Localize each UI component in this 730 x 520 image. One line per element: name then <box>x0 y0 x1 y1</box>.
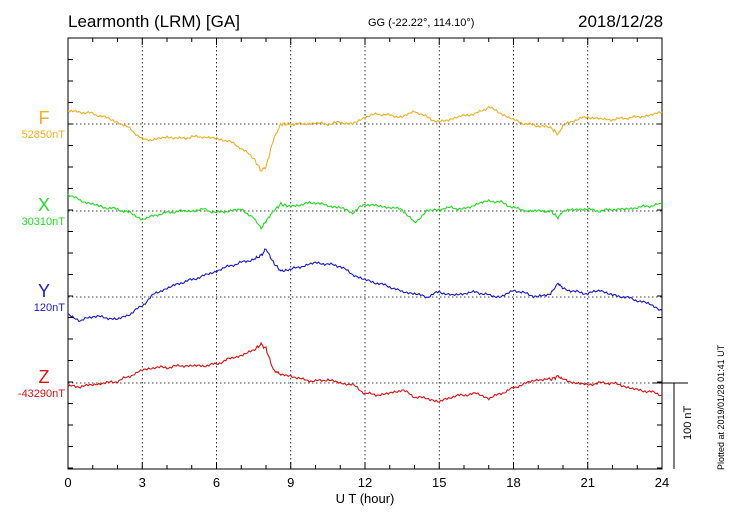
channel-letter-x: X <box>37 195 50 215</box>
channel-baseline-z: -43290nT <box>17 388 65 400</box>
grid-lines <box>68 38 662 469</box>
axis-ticks: 0 3 6 9 12 15 18 21 24 <box>64 38 669 490</box>
channel-letter-y: Y <box>37 281 50 301</box>
plotted-note: Plotted at 2019/01/28 01:41 UT <box>716 344 726 470</box>
channel-baseline-x: 30310nT <box>21 216 65 228</box>
x-tick-label: 6 <box>213 475 220 490</box>
x-axis-label: U T (hour) <box>336 491 395 506</box>
x-tick-label: 15 <box>432 475 446 490</box>
coordinates: GG (-22.22°, 114.10°) <box>368 17 475 29</box>
series-lines <box>67 105 663 403</box>
scale-bar <box>653 382 688 469</box>
x-tick-label: 21 <box>581 475 595 490</box>
x-tick-label: 3 <box>139 475 146 490</box>
series-line-y <box>67 248 663 323</box>
station-title: Learmonth (LRM) [GA] <box>68 12 240 31</box>
channel-letter-z: Z <box>38 367 50 387</box>
series-line-f <box>67 105 663 172</box>
x-tick-label: 9 <box>287 475 294 490</box>
channel-baseline-y: 120nT <box>33 302 65 314</box>
x-tick-label: 18 <box>506 475 520 490</box>
date-label: 2018/12/28 <box>578 12 664 31</box>
channel-baseline-f: 52850nT <box>21 129 65 141</box>
channel-letter-f: F <box>38 108 50 128</box>
x-tick-label: 12 <box>358 475 372 490</box>
series-line-x <box>67 193 663 230</box>
series-line-z <box>67 341 663 403</box>
x-tick-label: 24 <box>655 475 669 490</box>
scale-label: 100 nT <box>682 405 694 440</box>
x-tick-label: 0 <box>64 475 71 490</box>
